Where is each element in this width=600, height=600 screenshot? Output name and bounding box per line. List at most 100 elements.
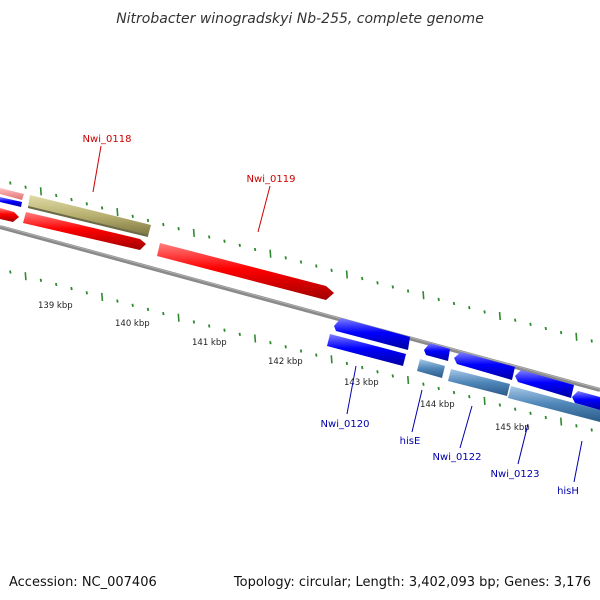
scale-tick-mark [529,411,532,415]
scale-ticks [9,181,593,432]
scale-tick-mark [468,395,471,399]
scale-tick-mark [361,276,364,281]
scale-tick-mark [269,249,272,258]
scale-tick-mark [498,311,501,321]
gene-arrow-nwi-0118[interactable] [23,212,146,250]
scale-tick-mark [39,278,43,282]
scale-tick-mark [514,318,517,322]
scale-tick-labels: 139 kbp 140 kbp 141 kbp 142 kbp 143 kbp … [38,301,530,433]
genome-summary-text: Topology: circular; Length: 3,402,093 bp… [233,575,591,590]
scale-tick-mark [315,353,318,357]
tick-label-143: 143 kbp [344,378,379,388]
gene-arrow-nwi-0122[interactable] [454,352,515,380]
scale-tick-mark [407,376,410,385]
scale-tick-mark [208,324,211,328]
scale-tick-mark [376,370,379,374]
scale-tick-mark [437,386,440,391]
gene-arrow-nwi-0123[interactable] [515,370,574,398]
scale-tick-mark [315,264,318,268]
scale-tick-mark [70,286,73,291]
scale-tick-mark [590,339,593,343]
scale-tick-mark [330,268,333,272]
scale-tick-mark [254,334,257,343]
scale-tick-mark [391,285,394,289]
scale-tick-mark [24,272,27,281]
scale-tick-mark [101,292,104,301]
scale-tick-mark [437,297,440,302]
scale-tick-mark [55,282,58,287]
gene-label-nwi-0122[interactable]: Nwi_0122 [433,452,482,463]
scale-tick-mark [238,243,241,247]
scale-tick-mark [452,301,456,306]
gene-feature-nwi-0122[interactable] [448,369,510,396]
scale-tick-mark [116,208,119,217]
scale-tick-mark [284,256,287,260]
gene-feature-nwi-0118[interactable] [27,195,151,237]
scale-tick-mark [208,235,211,239]
scale-tick-mark [100,206,104,210]
scale-tick-mark [406,289,410,293]
scale-tick-mark [468,306,471,310]
gene-arrow-hise[interactable] [424,343,450,361]
scale-tick-mark [575,332,578,341]
scale-tick-mark [269,341,272,345]
tick-label-144: 144 kbp [420,400,455,410]
gene-arrow-nwi-0120[interactable] [334,318,410,350]
scale-tick-mark [422,382,425,386]
scale-tick-mark [422,291,425,300]
tick-label-141: 141 kbp [192,338,227,348]
scale-tick-mark [498,403,502,407]
scale-tick-mark [39,187,42,196]
tick-label-139: 139 kbp [38,301,73,311]
map-title: Nitrobacter winogradskyi Nb-255, complet… [116,11,484,27]
scale-tick-mark [192,228,195,237]
scale-tick-mark [177,227,180,231]
scale-tick-mark [284,345,287,349]
gene-label-hise[interactable]: hisE [400,436,421,447]
gene-feature-nwi-0123[interactable] [508,386,600,422]
scale-tick-mark [483,310,486,314]
scale-tick-mark [452,390,456,395]
scale-tick-mark [24,185,27,189]
scale-tick-mark [116,299,119,303]
scale-tick-mark [345,270,348,279]
gene-label-leaders [92,145,583,483]
partial-gene-left-red[interactable] [0,208,19,222]
scale-tick-mark [361,365,364,370]
scale-tick-mark [131,214,134,218]
scale-tick-mark [131,303,134,307]
scale-tick-mark [162,311,165,316]
gene-label-nwi-0120[interactable]: Nwi_0120 [321,419,370,430]
gene-feature-hise[interactable] [417,359,445,378]
gene-labels: Nwi_0118 Nwi_0119 Nwi_0120 hisE Nwi_0122… [83,134,579,497]
tick-label-145: 145 kbp [495,423,530,433]
gene-label-nwi-0123[interactable]: Nwi_0123 [491,469,540,480]
scale-tick-mark [223,328,226,332]
scale-tick-mark [238,332,241,336]
tick-label-142: 142 kbp [268,357,303,367]
partial-feature-left-pink[interactable] [0,188,24,200]
gene-arrow-hish[interactable] [572,391,600,410]
gene-label-nwi-0119[interactable]: Nwi_0119 [247,174,296,185]
scale-tick-mark [70,197,73,202]
scale-tick-mark [560,417,563,426]
scale-tick-mark [299,260,303,264]
scale-tick-mark [146,307,150,312]
partial-feature-left-blue[interactable] [0,197,22,207]
scale-tick-mark [223,239,226,243]
scale-tick-mark [9,270,12,274]
scale-tick-mark [85,291,88,295]
scale-tick-mark [575,424,578,428]
scale-tick-mark [544,415,547,420]
scale-tick-mark [85,202,88,206]
accession-text: Accession: NC_007406 [9,575,157,590]
gene-label-hish[interactable]: hisH [557,486,579,497]
gene-feature-nwi-0120[interactable] [327,334,406,366]
scale-tick-mark [345,361,349,366]
gene-arrow-nwi-0119[interactable] [157,243,334,300]
scale-tick-mark [529,322,532,326]
scale-tick-mark [299,349,303,353]
gene-label-nwi-0118[interactable]: Nwi_0118 [83,134,132,145]
